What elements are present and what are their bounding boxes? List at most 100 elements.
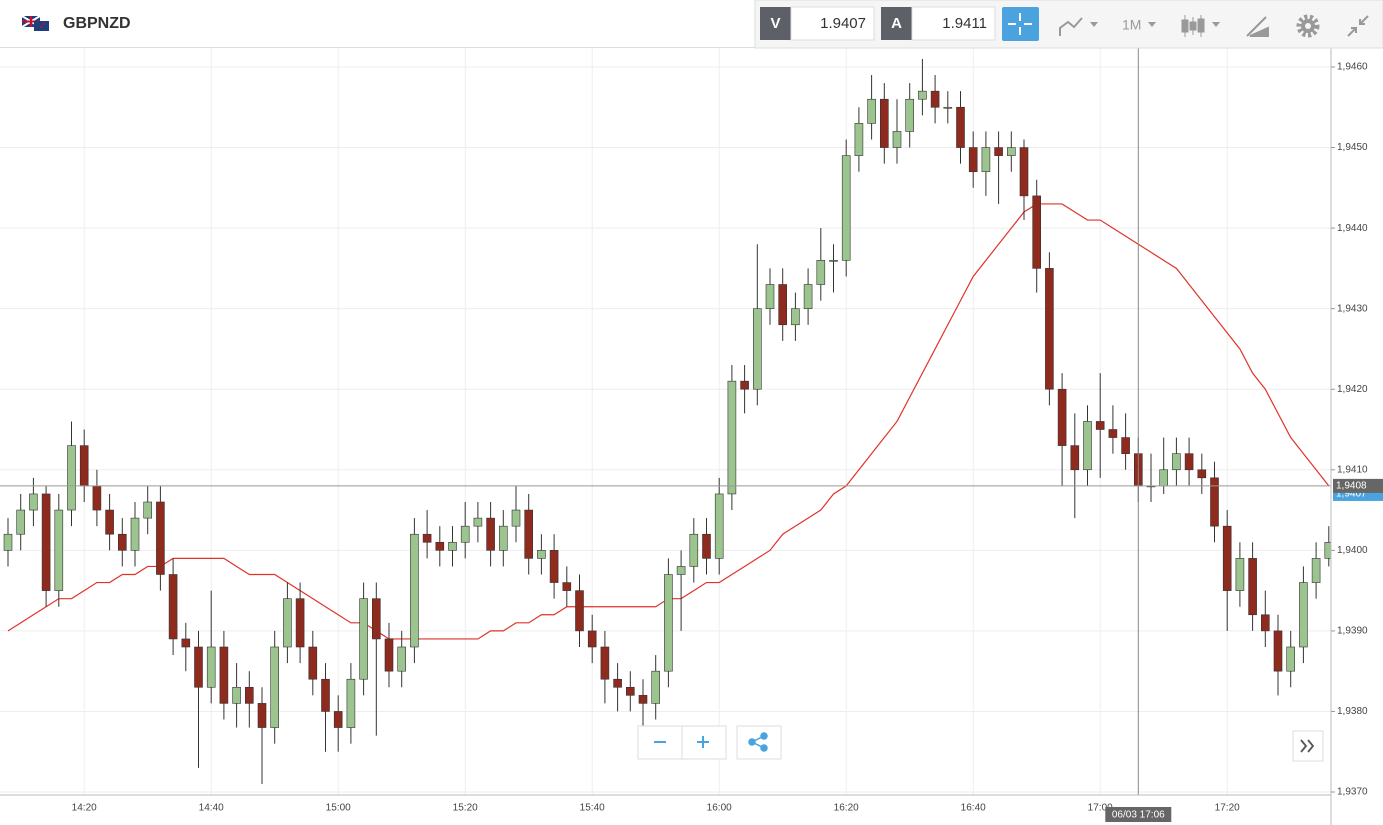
buy-label: A — [891, 15, 902, 32]
chart-type-button[interactable] — [1059, 17, 1098, 36]
collapse-button[interactable] — [1347, 15, 1369, 37]
candle-body — [410, 533, 419, 648]
sell-price: 1.9407 — [820, 15, 866, 32]
candle-body — [1261, 614, 1270, 632]
buy-price-box[interactable] — [911, 6, 996, 41]
candle-body — [1159, 469, 1168, 487]
timeframe-arrow — [1148, 22, 1156, 27]
candle-body — [257, 703, 267, 728]
sell-label: V — [770, 15, 780, 32]
sell-price-box[interactable] — [790, 6, 875, 41]
y-tick-label: 1,9460 — [1337, 62, 1368, 73]
candle-body — [130, 517, 140, 551]
candle-body — [841, 155, 851, 261]
candle-body — [803, 284, 813, 309]
candle-body — [333, 711, 343, 728]
last-price-label: 1,9408 — [1336, 481, 1367, 492]
candle-body — [92, 485, 102, 511]
y-tick-label: 1,9380 — [1337, 706, 1368, 717]
candle-body — [740, 380, 749, 390]
x-tick-label: 14:40 — [199, 803, 224, 814]
crosshair-button[interactable] — [1002, 7, 1039, 41]
timeframe[interactable]: 1M — [1122, 17, 1141, 33]
settings-button[interactable] — [1296, 14, 1320, 38]
sell-button[interactable] — [760, 7, 791, 40]
candle-body — [1299, 582, 1308, 648]
candle-body — [422, 533, 432, 543]
candle-body — [1235, 558, 1245, 591]
candle-body — [600, 646, 610, 680]
candle-body — [67, 445, 76, 511]
candles-button[interactable] — [1181, 15, 1220, 37]
candle-body — [765, 284, 775, 309]
candle-body — [460, 525, 470, 543]
candle-body — [1222, 525, 1232, 591]
candle-body — [1286, 646, 1295, 672]
candle-body — [1210, 477, 1219, 527]
candle-body — [143, 501, 152, 519]
buy-button[interactable] — [881, 7, 912, 40]
crosshair-icon — [1008, 13, 1032, 35]
zoom-in-button[interactable] — [697, 736, 709, 748]
candle-body — [638, 695, 648, 704]
candle-body — [524, 509, 534, 559]
candle-body — [778, 284, 788, 326]
candle-body — [498, 525, 508, 551]
candle-body — [587, 630, 597, 648]
candle-body — [1057, 388, 1067, 446]
x-tick-label: 17:20 — [1215, 803, 1240, 814]
scroll-icon — [1300, 739, 1315, 753]
candle-body — [981, 147, 991, 173]
candle-body — [384, 638, 394, 672]
candle-body — [194, 646, 203, 688]
drawing-tools-button[interactable] — [1246, 16, 1269, 37]
candle-body — [867, 98, 876, 124]
candle-body — [994, 147, 1003, 156]
y-tick-label: 1,9400 — [1337, 545, 1368, 556]
x-tick-label: 15:00 — [326, 803, 351, 814]
candle-body — [16, 509, 26, 535]
x-tick-label: 14:20 — [72, 803, 97, 814]
candle-body — [943, 106, 953, 109]
candle-body — [486, 517, 495, 551]
share-button[interactable] — [736, 725, 782, 760]
candle-body — [1197, 469, 1207, 479]
candle-body — [206, 646, 216, 688]
candle-body — [1032, 195, 1041, 269]
candle-body — [537, 550, 546, 559]
candle-body — [549, 550, 559, 583]
flag-icon — [21, 15, 49, 31]
candle-body — [676, 566, 686, 575]
x-tick-label: 16:20 — [834, 803, 859, 814]
candle-body — [295, 598, 305, 648]
candle-body — [473, 517, 483, 527]
y-tick-label: 1,9410 — [1337, 464, 1368, 475]
candle-body — [905, 98, 915, 132]
y-tick-label: 1,9440 — [1337, 223, 1368, 234]
candle-body — [3, 533, 13, 551]
candle-body — [727, 380, 737, 495]
candle-body — [1019, 147, 1029, 197]
candle-body — [664, 574, 673, 672]
candle-body — [918, 90, 927, 100]
x-tick-label: 15:20 — [453, 803, 478, 814]
candle-body — [181, 638, 191, 648]
candle-body — [854, 123, 864, 156]
x-tick-label: 15:40 — [580, 803, 605, 814]
last-price-box — [1333, 478, 1383, 493]
axes: 1,9370 1,9380 1,9390 1,9400 1,9410 1,9420 1,94… — [72, 62, 1383, 822]
candle-body — [562, 582, 572, 591]
bid-price-label: 1,9407 — [1336, 489, 1367, 500]
candle-body — [1121, 437, 1130, 454]
candle-body — [448, 541, 457, 551]
candle-body — [892, 131, 902, 148]
candle-body — [435, 541, 445, 551]
plot-area — [0, 48, 1331, 795]
share-icon — [748, 732, 768, 752]
candle-body — [54, 509, 64, 591]
candle-body — [879, 98, 889, 148]
candle-body — [575, 590, 584, 632]
candle-body — [625, 686, 635, 696]
scroll-right-button[interactable] — [1292, 730, 1324, 762]
